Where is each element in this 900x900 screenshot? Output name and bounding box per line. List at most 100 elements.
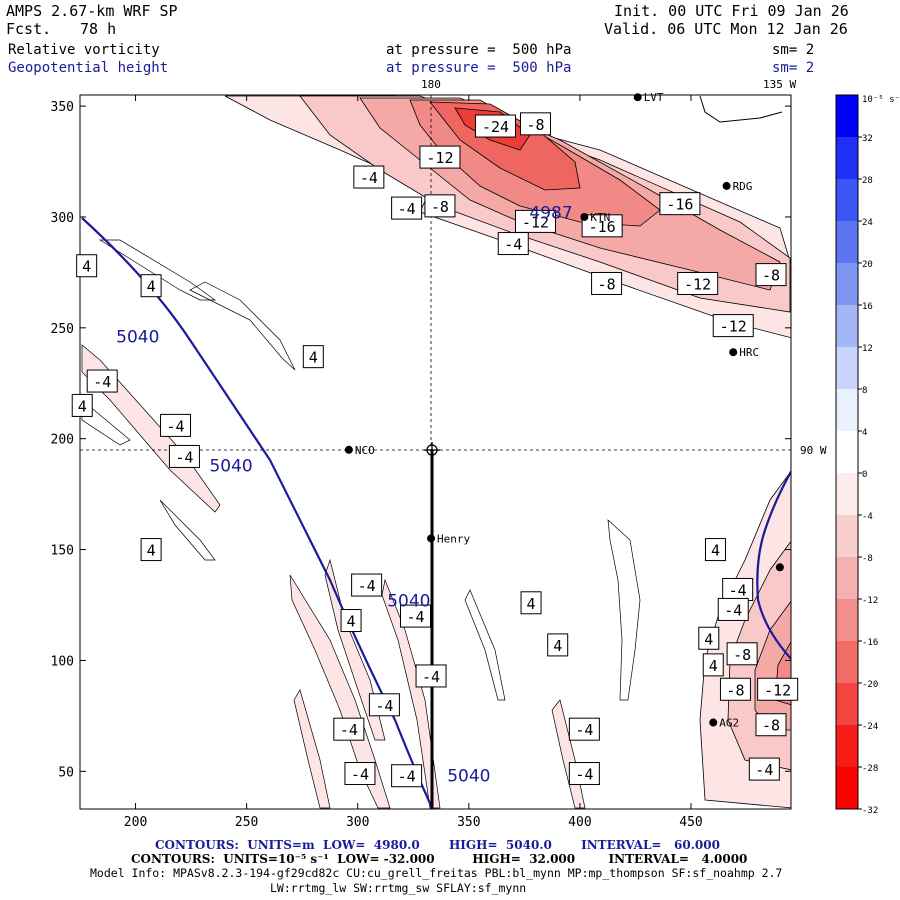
vorticity-label-text: 4 [347, 613, 356, 631]
vorticity-label-text: -8 [762, 267, 780, 285]
streak-s-6 [607, 519, 641, 701]
colorbar-label: 8 [862, 386, 867, 396]
colorbar-swatch [836, 95, 858, 138]
vorticity-label-text: -8 [526, 116, 544, 134]
vorticity-label-text: -4 [504, 236, 522, 254]
vorticity-contour-label: 4 [704, 538, 726, 562]
plot-frame [79, 94, 792, 810]
vorticity-label-box [677, 271, 719, 295]
forecast-value: 78 h [80, 20, 117, 38]
vorticity-label-text: -4 [729, 581, 747, 599]
vorticity-label-box [474, 114, 516, 138]
vorticity-label-text: 4 [704, 630, 713, 648]
vorticity-contour-label: -24 [474, 114, 516, 138]
vorticity-contour-label: -4 [353, 165, 385, 189]
station-marker: AG2 [709, 717, 739, 730]
streak-s-3 [381, 578, 441, 809]
colorbar-label: -32 [862, 806, 878, 816]
vorticity-label-box [419, 145, 461, 169]
vorticity-label-text: -4 [360, 169, 378, 187]
vorticity-label-text: -24 [482, 118, 509, 136]
vorticity-label-text: 4 [82, 258, 91, 276]
vorticity-label-text: -16 [666, 196, 693, 214]
vorticity-contour-label: -12 [712, 314, 754, 338]
vorticity-label-box [726, 642, 758, 666]
vorticity-label-text: 4 [527, 595, 536, 613]
x-tick-label: 450 [679, 815, 702, 830]
station-marker: Henry [427, 532, 471, 545]
colorbar-swatch [836, 263, 858, 306]
x-tick-label: 250 [235, 815, 258, 830]
vorticity-label-box [581, 214, 623, 238]
colorbar-swatch [836, 305, 858, 348]
x-tick-label: 400 [568, 815, 591, 830]
vorticity-contour-label: -12 [514, 209, 556, 233]
vorticity-label-box [717, 597, 749, 621]
valid-time: Valid. 06 UTC Mon 12 Jan 26 [604, 20, 848, 38]
station-dot [344, 445, 353, 454]
colorbar-swatch [836, 599, 858, 642]
vorticity-label-text: -4 [93, 373, 111, 391]
vorticity-contour-label: -4 [748, 757, 780, 781]
vorticity-label-text: -12 [720, 318, 747, 336]
field1-smoothing: sm= 2 [772, 42, 815, 58]
x-tick-label: 200 [124, 815, 147, 830]
height-contour-nw [81, 217, 434, 809]
colorbar-label: -24 [862, 722, 878, 732]
init-time: Init. 00 UTC Fri 09 Jan 26 [614, 2, 849, 20]
vorticity-contour-label: -4 [497, 232, 529, 256]
vorticity-label-box [712, 314, 754, 338]
vorticity-label-box [514, 209, 556, 233]
y-tick-label: 100 [51, 654, 74, 669]
colorbar-swatch [836, 431, 858, 474]
height-contour-label: 5040 [209, 456, 252, 476]
vorticity-label-box [520, 591, 542, 615]
colorbar-swatch [836, 179, 858, 222]
vorticity-label-text: -4 [755, 761, 773, 779]
top-right-longitude-label: 135 W [763, 78, 797, 91]
vorticity-label-text: -4 [406, 608, 424, 626]
vorticity-label-text: 4 [78, 397, 87, 415]
colorbar-label: -12 [862, 596, 878, 606]
field2-smoothing: sm= 2 [772, 60, 815, 76]
top-longitude-label: 180 [421, 78, 441, 91]
right-longitude-label: 90 W [800, 444, 827, 457]
vorticity-label-box [702, 653, 724, 677]
vorticity-contour-label: -4 [391, 764, 423, 788]
vorticity-label-text: -4 [340, 721, 358, 739]
vorticity-label-box [344, 762, 376, 786]
colorbar-label: -20 [862, 680, 878, 690]
vorticity-label-text: -4 [398, 200, 416, 218]
vorticity-contour-label: -12 [757, 677, 799, 701]
colorbar-label: 28 [862, 176, 873, 186]
vorticity-contour-label: 4 [302, 345, 324, 369]
vorticity-label-box [333, 717, 365, 741]
station-dot [709, 718, 718, 727]
vorticity-contour-label: 4 [702, 653, 724, 677]
height-contour-info: CONTOURS: UNITS=m LOW= 4980.0 HIGH= 5040… [155, 838, 720, 852]
colorbar-swatch [836, 347, 858, 390]
vorticity-contour-label: -4 [168, 444, 200, 468]
vorticity-label-box [568, 762, 600, 786]
vorticity-label-box [547, 633, 569, 657]
vorticity-contour-label: -4 [568, 717, 600, 741]
station-dot [775, 563, 784, 572]
vorticity-label-text: -4 [358, 577, 376, 595]
vorticity-label-text: 4 [309, 349, 318, 367]
station-dot [722, 181, 731, 190]
vorticity-contour-label: -16 [659, 192, 701, 216]
vorticity-label-box [353, 165, 385, 189]
colorbar-label: -8 [862, 554, 873, 564]
x-tick-label: 350 [457, 815, 480, 830]
station-dot [427, 534, 436, 543]
vorticity-label-box [519, 112, 551, 136]
vorticity-contour-label: -12 [677, 271, 719, 295]
vorticity-contour-label: -4 [717, 597, 749, 621]
height-contour-se [756, 469, 791, 661]
vorticity-label-text: -4 [175, 448, 193, 466]
vorticity-label-text: -16 [589, 218, 616, 236]
station-name: HRC [739, 346, 759, 359]
field2-name: Geopotential height [8, 60, 169, 76]
streak-s-4 [293, 689, 331, 809]
